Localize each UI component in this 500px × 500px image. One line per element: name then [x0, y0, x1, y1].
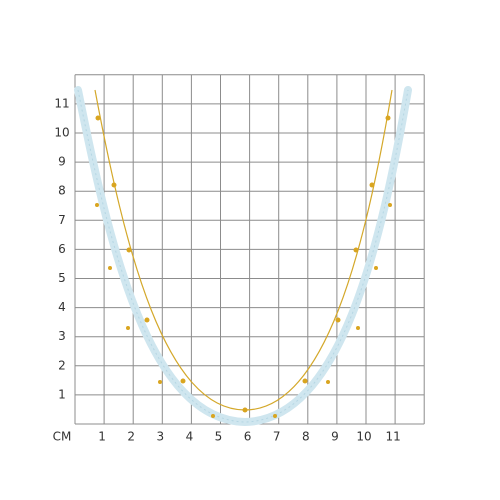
- x-label: 5: [215, 430, 223, 444]
- x-label: 6: [244, 430, 252, 444]
- gold-beads: [95, 115, 392, 418]
- y-label: 8: [58, 184, 66, 198]
- unit-label: CM: [53, 430, 72, 444]
- y-label: 6: [58, 242, 66, 256]
- y-label: 3: [58, 329, 66, 343]
- x-label: 1: [98, 430, 106, 444]
- y-label: 11: [54, 96, 69, 110]
- y-label: 4: [58, 300, 66, 314]
- x-label: 4: [186, 430, 194, 444]
- bead-necklace: [74, 86, 412, 427]
- y-label: 2: [58, 358, 66, 372]
- y-label: 10: [54, 126, 69, 140]
- x-label: 9: [331, 430, 339, 444]
- x-label: 3: [156, 430, 164, 444]
- x-label: 2: [127, 430, 135, 444]
- y-label: 9: [58, 155, 66, 169]
- x-label: 10: [356, 430, 371, 444]
- y-label: 5: [58, 271, 66, 285]
- grid: [74, 74, 425, 425]
- x-label: 11: [385, 430, 400, 444]
- x-label: 7: [273, 430, 281, 444]
- x-label: 8: [302, 430, 310, 444]
- y-label: 7: [58, 213, 66, 227]
- y-label: 1: [58, 387, 66, 401]
